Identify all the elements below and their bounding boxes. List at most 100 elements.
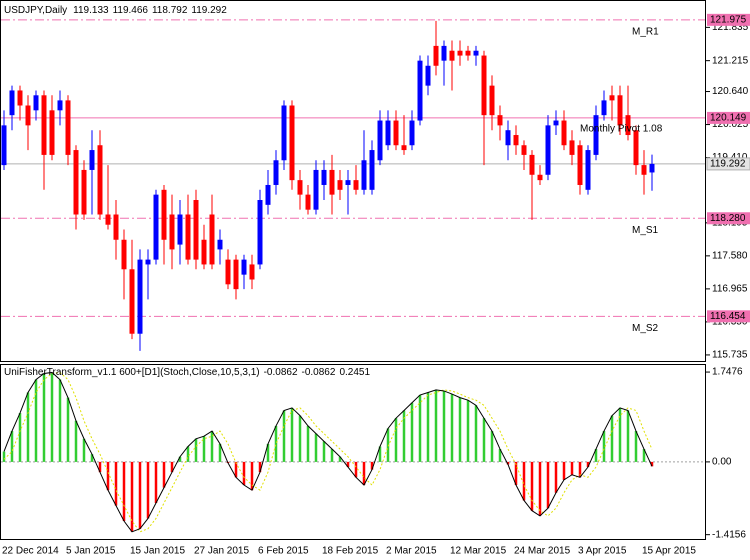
candle-body [281,105,287,161]
x-tick-label: 3 Apr 2015 [578,546,627,557]
indicator-header: UniFisherTransform_v1.1 600+[D1](Stoch,C… [4,367,370,378]
y-tick-label: 121.835 [712,22,749,33]
x-tick-label: 12 Mar 2015 [450,546,507,557]
candle-body [561,120,567,146]
marks: 115.735116.350116.965117.580118.195119.4… [1,13,750,557]
candle-body [49,110,55,155]
candle-body [529,154,535,175]
candle-body [385,120,391,146]
candle-body [345,180,351,185]
y-tick-label: -1.4156 [712,529,746,540]
candle-body [641,165,647,175]
candle-body [409,120,415,146]
candle-body [33,95,39,111]
candle-body [25,105,31,126]
candle-body [577,145,583,185]
candle-body [57,100,63,111]
level-price-label: 120.149 [710,113,747,124]
candle-body [457,50,463,56]
candle-body [217,239,223,250]
level-price-box [707,13,750,26]
candle-body [289,105,295,181]
candle-body [297,180,303,195]
candle-body [593,115,599,155]
candle-body [265,184,271,205]
candle-body [177,214,183,245]
candle-body [585,150,591,190]
y-tick-label: 120.640 [712,86,749,97]
candle-body [369,150,375,190]
candle-body [353,180,359,190]
candle-body [417,60,423,121]
candle-body [433,45,439,66]
level-price-box [707,212,750,225]
candle-body [393,120,399,146]
x-tick-label: 18 Feb 2015 [322,546,379,557]
candle-body [617,95,623,126]
candle-body [81,169,87,215]
level-name: M_S1 [632,225,659,236]
candle-body [137,259,143,334]
candle-body [505,130,511,146]
candle-body [257,200,263,265]
price-panel-frame [0,0,706,362]
candle-body [553,120,559,126]
current-price-box [706,157,750,171]
indicator-title: UniFisherTransform_v1.1 600+[D1](Stoch,C… [4,367,260,378]
candle-body [113,214,119,240]
candle-body [129,269,135,334]
price-header: USDJPY,Daily 119.133 119.466 118.792 119.292 [4,5,227,16]
candle-body [377,120,383,161]
candle-body [225,259,231,285]
candle-body [497,115,503,126]
candle-body [193,200,199,260]
candle-body [1,125,7,166]
y-tick-label: 0.00 [712,457,732,468]
x-tick-label: 2 Mar 2015 [386,546,437,557]
x-tick-label: 22 Dec 2014 [2,546,59,557]
header-histogram: -0.0862 [264,367,298,378]
candle-body [313,169,319,210]
candle-body [649,163,655,173]
header-line: -0.0862 [302,367,336,378]
candle-body [545,125,551,175]
candle-body [73,150,79,215]
candle-body [361,160,367,190]
y-tick-label: 120.025 [712,119,749,130]
candle-body [105,214,111,225]
candle-body [153,194,159,260]
header-high: 119.466 [113,5,149,16]
y-tick-label: 115.735 [712,350,748,361]
symbol-title: USDJPY,Daily [4,5,67,16]
header-signal: 0.2451 [339,367,370,378]
level-price-label: 116.454 [710,311,746,322]
candle-body [601,100,607,116]
y-tick-label: 121.215 [712,55,749,66]
header-close: 119.292 [191,5,227,16]
level-name: M_R1 [632,26,659,37]
y-tick-label: 1.7476 [712,367,743,378]
level-name: M_S2 [632,323,659,334]
level-price-label: 121.975 [710,14,747,25]
candle-body [609,95,615,101]
candle-body [537,174,543,181]
candle-body [337,180,343,190]
candle-body [17,90,23,106]
candle-body [161,189,167,240]
candle-body [321,169,327,185]
x-tick-label: 5 Jan 2015 [66,546,116,557]
candle-body [489,85,495,116]
candle-body [273,160,279,185]
signal-line [3,371,653,533]
candle-body [41,95,47,155]
level-price-box [707,111,750,124]
candle-body [241,259,247,275]
header-open: 119.133 [73,5,109,16]
candle-body [249,264,255,280]
level-name: Monthly Pivot 1.08 [580,124,663,135]
x-tick-label: 15 Jan 2015 [130,546,185,557]
candle-body [89,150,95,170]
candle-body [121,239,127,270]
